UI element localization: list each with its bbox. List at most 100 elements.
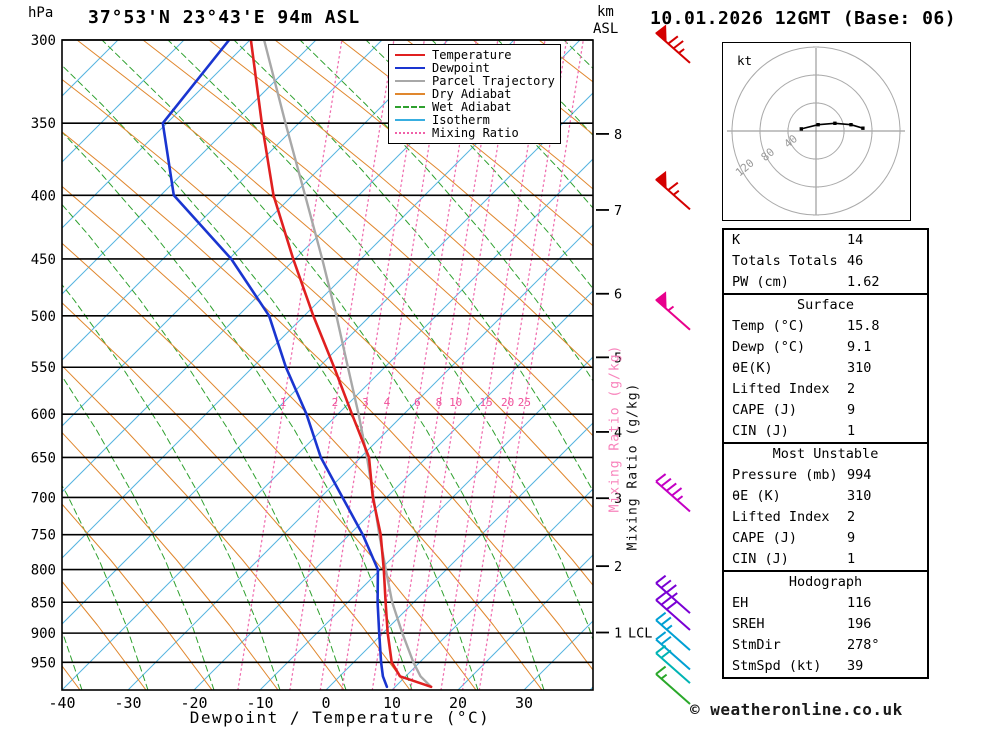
svg-text:750: 750	[31, 528, 56, 544]
stats-value: 196	[847, 616, 872, 632]
stats-row: CAPE (J) 9	[724, 400, 927, 421]
stats-label: StmSpd (kt)	[732, 658, 822, 674]
legend-item: Parcel Trajectory	[395, 73, 555, 88]
svg-text:80: 80	[759, 145, 778, 163]
stats-label: Lifted Index	[732, 381, 830, 397]
svg-text:6: 6	[414, 396, 421, 409]
legend-item: Temperature	[395, 47, 555, 62]
legend-item: Mixing Ratio	[395, 126, 555, 140]
stats-label: PW (cm)	[732, 274, 789, 290]
legend-item: Wet Adiabat	[395, 99, 555, 114]
svg-text:650: 650	[31, 450, 56, 466]
stats-block: K 14 Totals Totals 46 PW (cm) 1.62	[724, 230, 927, 293]
stats-row: Temp (°C) 15.8	[724, 316, 927, 337]
stats-value: 1	[847, 551, 856, 567]
svg-text:800: 800	[31, 563, 56, 579]
temperature-curve	[249, 40, 433, 689]
legend-label: Temperature	[432, 47, 512, 62]
copyright: © weatheronline.co.uk	[690, 700, 903, 719]
stats-section-header: Hodograph	[788, 574, 863, 590]
wind-barb	[655, 170, 691, 211]
stats-row: PW (cm) 1.62	[724, 272, 927, 293]
wind-barbs	[655, 24, 691, 705]
stats-value: 1.62	[847, 274, 880, 290]
stats-value: 310	[847, 360, 872, 376]
svg-text:-40: -40	[48, 694, 75, 712]
svg-text:850: 850	[31, 595, 56, 611]
svg-text:8: 8	[614, 127, 622, 143]
legend-label: Parcel Trajectory	[432, 73, 555, 88]
legend-line-sample	[395, 53, 425, 56]
stats-row: CIN (J) 1	[724, 549, 927, 570]
legend-line-sample	[395, 118, 425, 121]
stats-label: StmDir	[732, 637, 781, 653]
wind-barb	[655, 591, 691, 631]
stats-value: 9	[847, 530, 856, 546]
svg-text:5: 5	[614, 350, 622, 366]
stats-value: 278°	[847, 637, 880, 653]
stats-row: θE(K) 310	[724, 358, 927, 379]
stats-row: Dewp (°C) 9.1	[724, 337, 927, 358]
pressure-axis-unit: hPa	[28, 5, 54, 21]
legend-line-sample	[395, 92, 425, 95]
wind-barb	[655, 611, 691, 651]
stats-row: K 14	[724, 230, 927, 251]
svg-text:700: 700	[31, 490, 56, 506]
mixing-ratio-labels: 1 2 3 4 6 8 10 15 20 25	[280, 396, 531, 409]
stats-row: θE (K) 310	[724, 486, 927, 507]
svg-text:4: 4	[614, 425, 622, 441]
stats-block-surface: Surface Temp (°C) 15.8 Dewp (°C) 9.1 θE(K) 310…	[724, 293, 927, 442]
svg-text:25: 25	[518, 396, 531, 409]
svg-text:30: 30	[515, 694, 533, 712]
mixing-ratio-axis-label: Mixing Ratio (g/kg)	[625, 382, 641, 551]
stats-section-header: Surface	[797, 297, 854, 313]
stats-label: θE (K)	[732, 488, 781, 504]
legend-line-sample	[395, 131, 425, 134]
svg-text:450: 450	[31, 252, 56, 268]
svg-text:LCL: LCL	[628, 626, 652, 642]
wind-barb	[655, 574, 691, 614]
wind-barb	[655, 473, 691, 513]
stats-label: CIN (J)	[732, 423, 789, 439]
stats-row: Lifted Index 2	[724, 507, 927, 528]
svg-text:950: 950	[31, 655, 56, 671]
svg-text:300: 300	[31, 33, 56, 49]
svg-text:2: 2	[614, 559, 622, 575]
svg-text:-30: -30	[114, 694, 141, 712]
stats-label: SREH	[732, 616, 765, 632]
stats-row: Totals Totals 46	[724, 251, 927, 272]
svg-text:kt: kt	[737, 53, 752, 68]
stats-row: CIN (J) 1	[724, 421, 927, 442]
stats-block-hodograph: Hodograph EH 116 SREH 196 StmDir 278° StmSpd (k…	[724, 570, 927, 677]
legend-line-sample	[395, 79, 425, 82]
svg-text:1: 1	[280, 396, 287, 409]
stats-value: 46	[847, 253, 864, 269]
svg-text:3: 3	[614, 491, 622, 507]
svg-text:0: 0	[321, 694, 330, 712]
stats-label: Temp (°C)	[732, 318, 806, 334]
stats-value: 2	[847, 381, 856, 397]
datetime-title: 10.01.2026 12GMT (Base: 06)	[650, 8, 957, 29]
sounding-profiles	[161, 40, 433, 689]
stats-block-most-unstable: Most Unstable Pressure (mb) 994 θE (K) 310 Li…	[724, 442, 927, 570]
svg-text:6: 6	[614, 287, 622, 303]
stats-row: CAPE (J) 9	[724, 528, 927, 549]
svg-text:-20: -20	[180, 694, 207, 712]
altitude-axis: 8 7 6 5 4 3 2 1 LCL	[596, 127, 652, 642]
stats-value: 39	[847, 658, 864, 674]
isotherm-lines	[62, 40, 593, 690]
wind-barb	[655, 665, 691, 705]
stats-value: 310	[847, 488, 872, 504]
mixing-ratio-lines	[237, 40, 584, 690]
svg-text:40: 40	[782, 132, 801, 150]
stats-row: Lifted Index 2	[724, 379, 927, 400]
temp-axis-labels: -40 -30 -20 -10 0 10 20 30	[48, 694, 533, 712]
legend-label: Wet Adiabat	[432, 99, 512, 114]
legend-item: Dry Adiabat	[395, 87, 555, 101]
stats-label: K	[732, 232, 741, 248]
stats-section-header: Most Unstable	[772, 446, 879, 462]
dewpoint-curve	[161, 40, 389, 689]
stats-label: CAPE (J)	[732, 402, 798, 418]
